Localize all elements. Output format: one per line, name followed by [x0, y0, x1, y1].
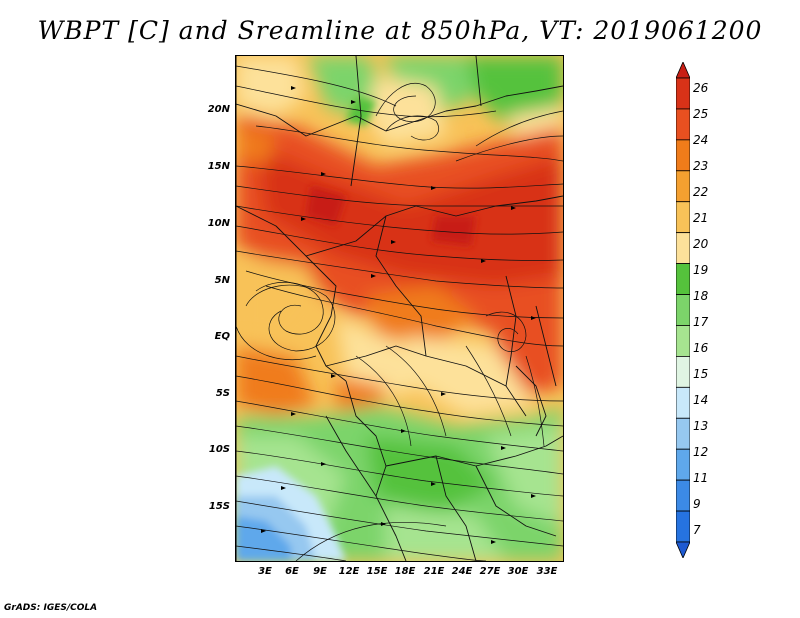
- lon-label: 12E: [338, 566, 360, 577]
- chart-title: WBPT [C] and Sreamline at 850hPa, VT: 20…: [37, 16, 763, 45]
- colorbar-swatch: [676, 510, 690, 543]
- colorbar-tick-label: 19: [693, 263, 709, 277]
- lat-label: 15N: [207, 161, 230, 172]
- lon-label: 27E: [479, 566, 501, 577]
- colorbar-swatch: [676, 386, 690, 419]
- colorbar-tick-label: 12: [693, 445, 709, 459]
- colorbar-tick-label: 26: [693, 81, 709, 95]
- colorbar-swatch: [676, 417, 690, 450]
- lat-label: EQ: [214, 331, 230, 342]
- colorbar-bottom-arrow: [676, 541, 690, 558]
- colorbar-swatch: [676, 294, 690, 326]
- colorbar-swatch: [676, 108, 690, 141]
- colorbar-top-arrow: [676, 62, 690, 79]
- colorbar-tick-label: 20: [693, 237, 709, 251]
- colorbar-tick-label: 15: [693, 367, 709, 381]
- colorbar-swatch: [676, 448, 690, 481]
- colorbar-swatch: [676, 201, 690, 234]
- colorbar-tick-label: 11: [693, 471, 709, 485]
- colorbar-tick-label: 21: [693, 211, 709, 225]
- flow-arrows: [261, 86, 536, 544]
- streamlines: [236, 65, 563, 561]
- lon-label: 18E: [394, 566, 416, 577]
- lon-label: 21E: [423, 566, 445, 577]
- lon-label: 33E: [536, 566, 558, 577]
- lat-label: 15S: [208, 501, 230, 512]
- colorbar-tick-label: 13: [693, 419, 709, 433]
- colorbar-swatch: [676, 170, 690, 203]
- map-canvas: [236, 56, 563, 561]
- colorbar-tick-label: 9: [693, 497, 701, 511]
- lon-label: 24E: [451, 566, 473, 577]
- colorbar-tick-label: 14: [693, 393, 709, 407]
- colorbar-swatch: [676, 263, 690, 295]
- lat-label: 10N: [207, 218, 230, 229]
- grads-credit: GrADS: IGES/COLA: [4, 603, 98, 613]
- colorbar-legend: [676, 62, 690, 558]
- lon-label: 3E: [258, 566, 272, 577]
- colorbar-tick-label: 24: [693, 133, 709, 147]
- lat-label: 5N: [214, 275, 230, 286]
- lon-label: 30E: [507, 566, 529, 577]
- colorbar-swatch: [676, 355, 690, 388]
- colorbar-tick-label: 23: [693, 159, 709, 173]
- lon-label: 9E: [313, 566, 327, 577]
- colorbar-tick-label: 17: [693, 315, 709, 329]
- colorbar-tick-label: 18: [693, 289, 709, 303]
- lon-label: 6E: [285, 566, 299, 577]
- colorbar-swatch: [676, 77, 690, 110]
- lat-label: 10S: [208, 444, 230, 455]
- colorbar-tick-label: 7: [693, 523, 701, 537]
- colorbar-tick-label: 22: [693, 185, 709, 199]
- lat-label: 20N: [207, 104, 230, 115]
- colorbar-swatch: [676, 325, 690, 357]
- colorbar-swatch: [676, 139, 690, 172]
- temperature-field: [236, 56, 563, 561]
- map-panel: [235, 55, 564, 562]
- lon-label: 15E: [366, 566, 388, 577]
- colorbar-tick-label: 25: [693, 107, 709, 121]
- lat-label: 5S: [215, 388, 230, 399]
- colorbar-tick-label: 16: [693, 341, 709, 355]
- colorbar-swatch: [676, 479, 690, 512]
- colorbar-swatch: [676, 232, 690, 265]
